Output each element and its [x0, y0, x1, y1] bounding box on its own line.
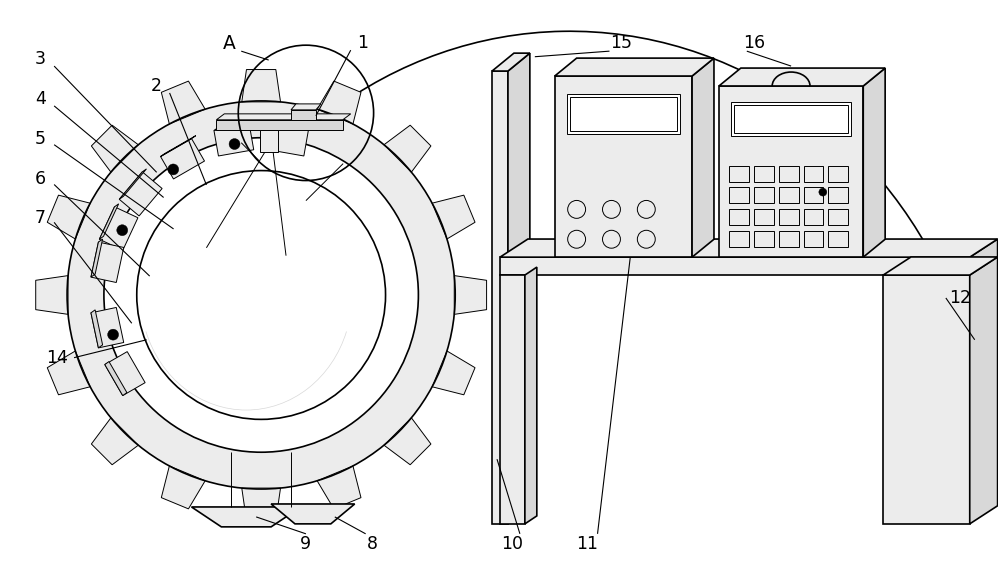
Polygon shape — [567, 94, 680, 134]
Text: 3: 3 — [35, 50, 46, 68]
Polygon shape — [91, 418, 138, 465]
Polygon shape — [161, 139, 205, 179]
Polygon shape — [47, 351, 90, 395]
Polygon shape — [161, 136, 196, 157]
Polygon shape — [269, 124, 308, 156]
Polygon shape — [555, 76, 692, 257]
Polygon shape — [883, 275, 970, 524]
Text: 16: 16 — [743, 34, 765, 52]
Polygon shape — [161, 466, 205, 509]
Text: A: A — [223, 34, 236, 53]
Polygon shape — [317, 81, 361, 124]
Circle shape — [819, 188, 827, 196]
Polygon shape — [525, 267, 537, 524]
Circle shape — [168, 164, 179, 175]
Polygon shape — [432, 351, 475, 395]
Polygon shape — [970, 239, 998, 275]
Polygon shape — [384, 125, 431, 172]
Text: 6: 6 — [35, 169, 46, 187]
Polygon shape — [291, 104, 321, 110]
Polygon shape — [99, 207, 138, 250]
Polygon shape — [719, 68, 885, 86]
Text: 10: 10 — [501, 535, 523, 553]
Polygon shape — [492, 53, 530, 71]
Polygon shape — [105, 351, 145, 396]
Polygon shape — [719, 86, 863, 257]
Text: 12: 12 — [949, 289, 971, 307]
Circle shape — [229, 139, 240, 150]
Polygon shape — [271, 504, 355, 524]
Polygon shape — [99, 204, 119, 240]
Polygon shape — [119, 169, 146, 200]
Text: 5: 5 — [35, 130, 46, 148]
Circle shape — [108, 329, 119, 340]
Polygon shape — [214, 124, 254, 156]
Polygon shape — [883, 257, 998, 275]
Polygon shape — [242, 70, 281, 102]
Polygon shape — [242, 488, 281, 520]
Polygon shape — [191, 507, 301, 527]
Polygon shape — [500, 257, 970, 275]
Polygon shape — [692, 58, 714, 257]
Text: 2: 2 — [151, 77, 162, 95]
Polygon shape — [91, 307, 124, 348]
Polygon shape — [91, 242, 124, 282]
Polygon shape — [47, 195, 90, 239]
Polygon shape — [105, 361, 127, 396]
Polygon shape — [317, 466, 361, 509]
Polygon shape — [500, 239, 998, 257]
Polygon shape — [260, 130, 278, 151]
Polygon shape — [119, 172, 162, 216]
Text: 9: 9 — [300, 535, 311, 553]
Polygon shape — [214, 121, 253, 130]
Text: 11: 11 — [577, 535, 599, 553]
Text: 4: 4 — [35, 90, 46, 108]
Polygon shape — [731, 102, 851, 136]
Polygon shape — [863, 68, 885, 257]
Polygon shape — [216, 114, 351, 120]
Circle shape — [137, 171, 386, 419]
Polygon shape — [492, 71, 508, 524]
Circle shape — [104, 137, 418, 452]
Text: 14: 14 — [46, 349, 68, 367]
Polygon shape — [91, 239, 103, 277]
Polygon shape — [161, 81, 205, 124]
Polygon shape — [555, 58, 714, 76]
Polygon shape — [970, 257, 998, 524]
Text: 8: 8 — [367, 535, 378, 553]
Polygon shape — [291, 110, 316, 120]
Circle shape — [67, 101, 455, 489]
Text: 7: 7 — [35, 209, 46, 227]
Polygon shape — [508, 53, 530, 524]
Polygon shape — [273, 121, 313, 130]
Polygon shape — [454, 276, 487, 314]
Text: 1: 1 — [357, 34, 368, 52]
Polygon shape — [500, 275, 525, 524]
Polygon shape — [432, 195, 475, 239]
Polygon shape — [36, 276, 68, 314]
Polygon shape — [91, 125, 138, 172]
Polygon shape — [91, 310, 103, 348]
Circle shape — [117, 224, 128, 235]
Polygon shape — [216, 120, 343, 130]
Text: 15: 15 — [610, 34, 632, 52]
Polygon shape — [384, 418, 431, 465]
